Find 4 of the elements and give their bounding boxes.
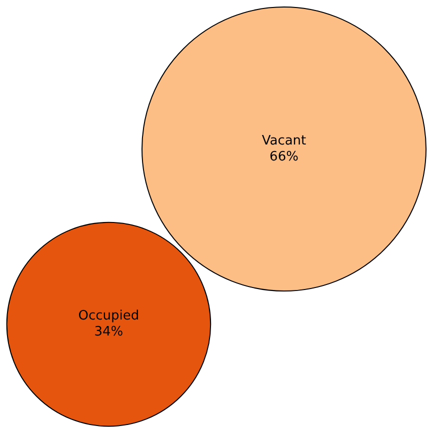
data-label: 66%: [270, 149, 298, 164]
data-label: 34%: [94, 324, 124, 340]
category-label: Occupied: [78, 308, 140, 324]
category-label: Vacant: [262, 133, 306, 148]
